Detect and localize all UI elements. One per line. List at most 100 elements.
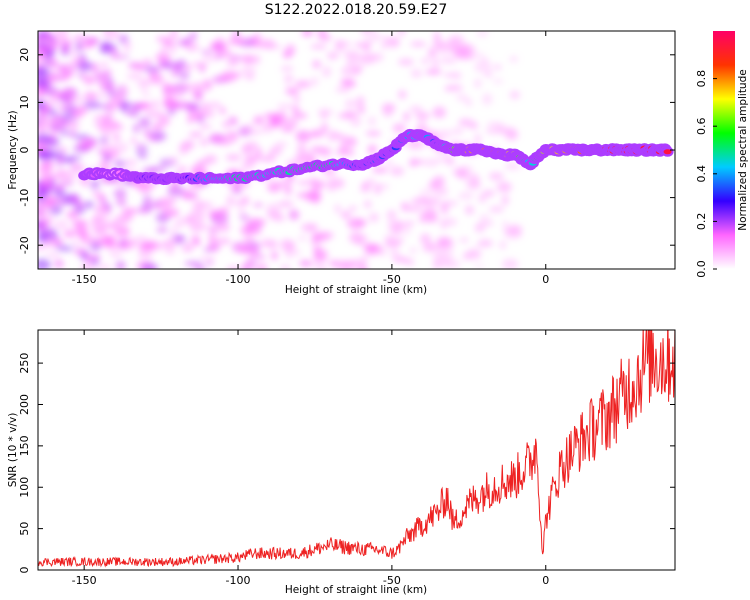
spectrogram-noise-blob — [293, 97, 300, 102]
spectrogram-noise-blob — [385, 238, 401, 248]
spectrogram-noise-blob — [382, 35, 388, 41]
spectrogram-noise-blob — [191, 83, 203, 90]
spectrogram-noise-blob — [189, 132, 203, 137]
spectrogram-noise-blob — [160, 45, 168, 54]
spectrogram-noise-blob — [32, 210, 45, 219]
spectrogram-noise-blob — [238, 207, 245, 215]
y-tick-label: -10 — [18, 189, 31, 207]
spectrogram-noise-blob — [341, 211, 351, 219]
spectrogram-noise-blob — [510, 91, 521, 99]
spectrogram-noise-blob — [465, 205, 474, 215]
spectrogram-noise-blob — [181, 247, 192, 252]
spectrogram-noise-blob — [199, 124, 212, 128]
spectrogram-noise-blob — [361, 255, 368, 262]
spectrogram-noise-blob — [160, 61, 170, 67]
spectrogram-noise-blob — [167, 35, 181, 40]
spectrogram-panel: -150 -100 -50 0-20-1001020 Height of straig… — [7, 26, 675, 296]
spectrogram-noise-blob — [69, 123, 81, 128]
spectrogram-noise-blob — [80, 266, 94, 271]
spectrogram-noise-blob — [114, 160, 126, 168]
spectrogram-noise-blob — [145, 197, 153, 205]
spectrogram-noise-blob — [403, 112, 410, 121]
spectrogram-noise-blob — [298, 236, 307, 241]
spectrogram-noise-blob — [202, 53, 219, 61]
y-tick-label: 100 — [18, 477, 31, 498]
colorbar-tick-label: 0.2 — [695, 213, 708, 231]
spectrogram-noise-blob — [38, 150, 54, 162]
spectrogram-noise-blob — [37, 220, 47, 228]
spectrogram-noise-blob — [47, 195, 53, 207]
spectrogram-noise-blob — [292, 113, 308, 119]
spectrogram-noise-blob — [470, 173, 480, 184]
spectrogram-noise-blob — [77, 43, 92, 49]
spectrogram-noise-blob — [150, 166, 167, 172]
spectrogram-noise-blob — [349, 206, 358, 210]
spectrogram-noise-blob — [73, 228, 90, 232]
spectrogram-noise-blob — [107, 78, 114, 83]
spectrogram-noise-blob — [202, 109, 214, 119]
y-tick-label: 0 — [18, 147, 31, 154]
spectrogram-noise-blob — [90, 179, 99, 190]
spectrogram-noise-blob — [163, 100, 180, 109]
spectrogram-noise-blob — [280, 239, 295, 251]
x-tick-label: -150 — [72, 273, 97, 286]
spectrogram-noise-blob — [284, 185, 292, 196]
spectrogram-noise-blob — [97, 149, 106, 154]
spectrogram-noise-blob — [439, 129, 451, 139]
spectrogram-noise-blob — [83, 75, 95, 85]
spectrogram-noise-blob — [400, 91, 407, 98]
spectrogram-noise-blob — [299, 260, 311, 266]
spectrogram-noise-blob — [337, 41, 353, 48]
spectrogram-noise-blob — [152, 100, 161, 109]
spectrogram-noise-blob — [108, 97, 122, 108]
spectrogram-noise-blob — [172, 222, 183, 229]
spectrogram-noise-blob — [342, 82, 356, 87]
spectrogram-noise-blob — [246, 228, 262, 234]
spectrogram-noise-blob — [98, 122, 108, 133]
spectrogram-noise-blob — [424, 158, 439, 167]
spectrogram-noise-blob — [47, 39, 60, 50]
snr-y-label: SNR (10 * v/v) — [7, 413, 19, 488]
colorbar-tick-label: 0.8 — [695, 70, 708, 88]
spectrogram-noise-blob — [139, 117, 150, 128]
spectrogram-noise-blob — [284, 76, 294, 81]
spectrogram-noise-blob — [411, 69, 423, 78]
spectrogram-noise-blob — [440, 218, 458, 226]
spectrogram-noise-blob — [345, 99, 357, 108]
spectrogram-noise-blob — [289, 209, 300, 220]
spectrogram-noise-blob — [364, 200, 371, 208]
spectrogram-noise-blob — [225, 131, 238, 143]
spectrogram-noise-blob — [356, 96, 364, 106]
spectrogram-noise-blob — [478, 239, 493, 246]
spectrogram-noise-blob — [312, 60, 321, 69]
spectrogram-noise-blob — [398, 58, 414, 66]
spectrogram-noise-blob — [186, 104, 201, 111]
spectrogram-noise-blob — [479, 215, 490, 219]
spectrogram-noise-blob — [110, 54, 128, 60]
spectrogram-noise-blob — [297, 192, 305, 198]
spectrogram-noise-blob — [435, 45, 451, 54]
spectrogram-noise-blob — [275, 142, 288, 147]
spectrogram-noise-blob — [174, 65, 180, 76]
x-tick-label: -150 — [72, 574, 97, 587]
spectrogram-noise-blob — [104, 234, 116, 245]
spectrogram-noise-blob — [57, 104, 73, 112]
spectrogram-noise-blob — [398, 29, 405, 35]
spectrogram-noise-blob — [453, 71, 462, 80]
spectrogram-noise-blob — [92, 62, 99, 73]
spectrogram-noise-blob — [84, 201, 94, 209]
spectrogram-noise-blob — [44, 51, 52, 59]
spectrogram-noise-blob — [479, 220, 493, 226]
colorbar: 0.00.20.40.60.8 Normalized spectral ampl… — [695, 31, 749, 278]
spectrogram-noise-blob — [65, 64, 80, 69]
spectrogram-noise-blob — [453, 48, 470, 59]
spectrogram-noise-blob — [242, 55, 255, 65]
spectrogram-noise-blob — [311, 129, 325, 137]
spectrogram-noise-blob — [295, 80, 311, 88]
spectrogram-noise-blob — [79, 53, 86, 60]
y-tick-label: -20 — [18, 236, 31, 254]
spectrogram-noise-blob — [206, 261, 213, 266]
spectrogram-noise-blob — [462, 252, 471, 260]
spectrogram-noise-blob — [227, 195, 235, 207]
x-tick-label: 0 — [542, 273, 549, 286]
